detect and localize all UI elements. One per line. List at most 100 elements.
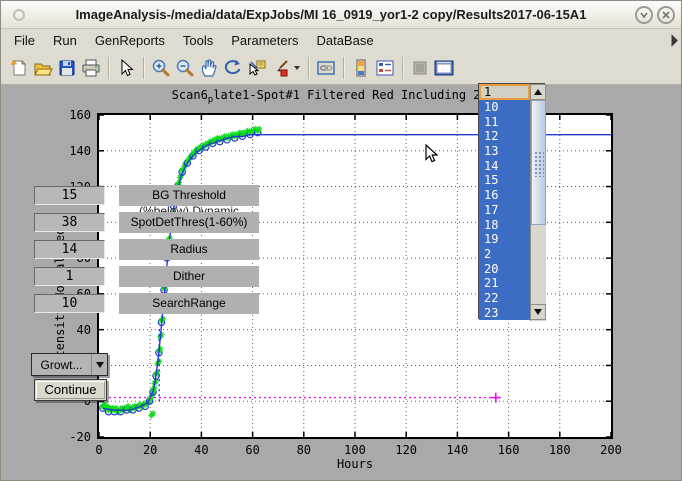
spot-list-item-11[interactable]: 11: [484, 114, 499, 129]
close-window-button[interactable]: [657, 6, 675, 24]
pan-icon[interactable]: [197, 56, 221, 80]
x-tick-label: 60: [245, 443, 260, 457]
open-file-icon[interactable]: [31, 56, 55, 80]
spot-list-item-2[interactable]: 2: [484, 246, 492, 261]
asterisk-marker: [239, 131, 246, 138]
menu-pullright-icon[interactable]: [665, 34, 678, 47]
zoom-in-icon[interactable]: [149, 56, 173, 80]
rotate-3d-icon[interactable]: [221, 56, 245, 80]
brush-dropdown-caret[interactable]: [293, 56, 303, 80]
asterisk-marker: [243, 129, 250, 136]
data-cursor-icon[interactable]: [245, 56, 269, 80]
param-sublabel-clipped: (%below) Dynamic: [119, 206, 259, 212]
spot-list-item-21[interactable]: 21: [484, 276, 499, 291]
menu-item-tools[interactable]: Tools: [182, 32, 214, 48]
scrollbar-track[interactable]: [530, 100, 546, 321]
dock-figure-icon[interactable]: [432, 56, 456, 80]
spot-list-item-20[interactable]: 20: [484, 261, 499, 276]
spot-list-item-17[interactable]: 17: [484, 202, 499, 217]
asterisk-marker: [214, 134, 221, 141]
continue-button[interactable]: Continue: [34, 379, 107, 401]
spot-list-item-16[interactable]: 16: [484, 188, 499, 203]
asterisk-marker: [161, 285, 168, 292]
growth-dropdown-button[interactable]: Growt...: [31, 353, 108, 376]
close-icon: [662, 11, 670, 19]
scroll-down-button[interactable]: [530, 304, 546, 320]
asterisk-marker: [227, 133, 234, 140]
spot-list-item-19[interactable]: 19: [484, 232, 499, 247]
toolbar-separator: [108, 56, 109, 79]
param-input-searchrange[interactable]: 10: [34, 294, 105, 313]
dropdown-arrow[interactable]: [91, 354, 107, 375]
growth-dropdown-label: Growt...: [40, 357, 83, 372]
param-label: SearchRange: [119, 293, 259, 314]
x-axis-label: Hours: [336, 457, 374, 471]
colorbar-icon[interactable]: [349, 56, 373, 80]
y-tick-label: 40: [76, 322, 91, 337]
param-label: BG Threshold: [119, 185, 259, 206]
x-tick-label: 140: [446, 443, 469, 457]
disabled-square-icon: [408, 56, 432, 80]
scroll-up-button[interactable]: [530, 84, 546, 100]
asterisk-marker: [154, 369, 161, 376]
y-tick-label: 160: [69, 108, 91, 122]
spot-list-item-12[interactable]: 12: [484, 129, 499, 144]
spot-list-item-15[interactable]: 15: [484, 173, 499, 188]
menu-item-file[interactable]: File: [14, 32, 35, 48]
legend-icon[interactable]: [373, 56, 397, 80]
scrollbar-thumb[interactable]: [531, 100, 546, 225]
menu-item-run[interactable]: Run: [52, 32, 77, 48]
menu-item-genreports[interactable]: GenReports: [94, 32, 165, 48]
x-tick-label: 160: [497, 443, 520, 457]
spot-number-list: 10 11 12 13 14 15 16 17 18 19 2 20 21 22 23: [479, 100, 530, 321]
x-tick-label: 80: [296, 443, 312, 457]
param-label: Dither: [119, 266, 259, 287]
asterisk-marker: [179, 167, 186, 174]
menu-item-database[interactable]: DataBase: [316, 32, 374, 48]
save-icon[interactable]: [55, 56, 79, 80]
asterisk-marker: [213, 137, 220, 144]
fit-line: [102, 134, 611, 411]
y-tick-label: 0: [83, 394, 91, 409]
chevron-down-icon: [95, 361, 104, 368]
spot-number-field[interactable]: 1: [479, 84, 530, 100]
shade-window-button[interactable]: [635, 6, 653, 24]
spot-list-item-23[interactable]: 23: [484, 305, 499, 320]
spot-list-item-13[interactable]: 13: [484, 144, 499, 159]
asterisk-marker: [196, 145, 203, 152]
param-input-bg-threshold[interactable]: 15: [34, 186, 105, 205]
window-menu-icon[interactable]: [13, 9, 25, 21]
spot-list-item-18[interactable]: 18: [484, 217, 499, 232]
spot-list-item-14[interactable]: 14: [484, 158, 499, 173]
asterisk-marker: [247, 129, 254, 136]
spot-list-item-22[interactable]: 22: [484, 290, 499, 305]
window-title: ImageAnalysis-/media/data/ExpJobs/MI 16_…: [75, 7, 587, 22]
title-bar: ImageAnalysis-/media/data/ExpJobs/MI 16_…: [1, 1, 681, 29]
toolbar-separator: [143, 56, 144, 79]
toolbar-separator: [308, 56, 309, 79]
asterisk-marker: [174, 181, 181, 188]
asterisk-marker: [156, 358, 163, 365]
new-file-icon[interactable]: [7, 56, 31, 80]
param-input-dither[interactable]: 1: [34, 267, 105, 286]
param-input-radius[interactable]: 14: [34, 240, 105, 259]
brush-icon[interactable]: [269, 56, 293, 80]
mouse-cursor-icon: [425, 143, 439, 169]
toolbar: [1, 51, 681, 85]
asterisk-marker: [254, 128, 261, 135]
figure-canvas: Scan6plate1-Spot#1 Filtered Red Includin…: [1, 86, 681, 480]
print-icon[interactable]: [79, 56, 103, 80]
spot-list-item-10[interactable]: 10: [484, 100, 499, 114]
plot-title: Scan6plate1-Spot#1 Filtered Red Includin…: [171, 88, 539, 105]
asterisk-marker: [151, 385, 158, 392]
param-input-spotdetthres-1-60-[interactable]: 38: [34, 213, 105, 232]
asterisk-marker: [157, 345, 164, 352]
x-tick-label: 200: [600, 443, 622, 457]
pointer-icon[interactable]: [114, 56, 138, 80]
asterisk-marker: [252, 125, 259, 132]
link-plot-icon[interactable]: [314, 56, 338, 80]
zoom-out-icon[interactable]: [173, 56, 197, 80]
menu-item-parameters[interactable]: Parameters: [231, 32, 299, 48]
triangle-down-icon: [534, 309, 542, 315]
